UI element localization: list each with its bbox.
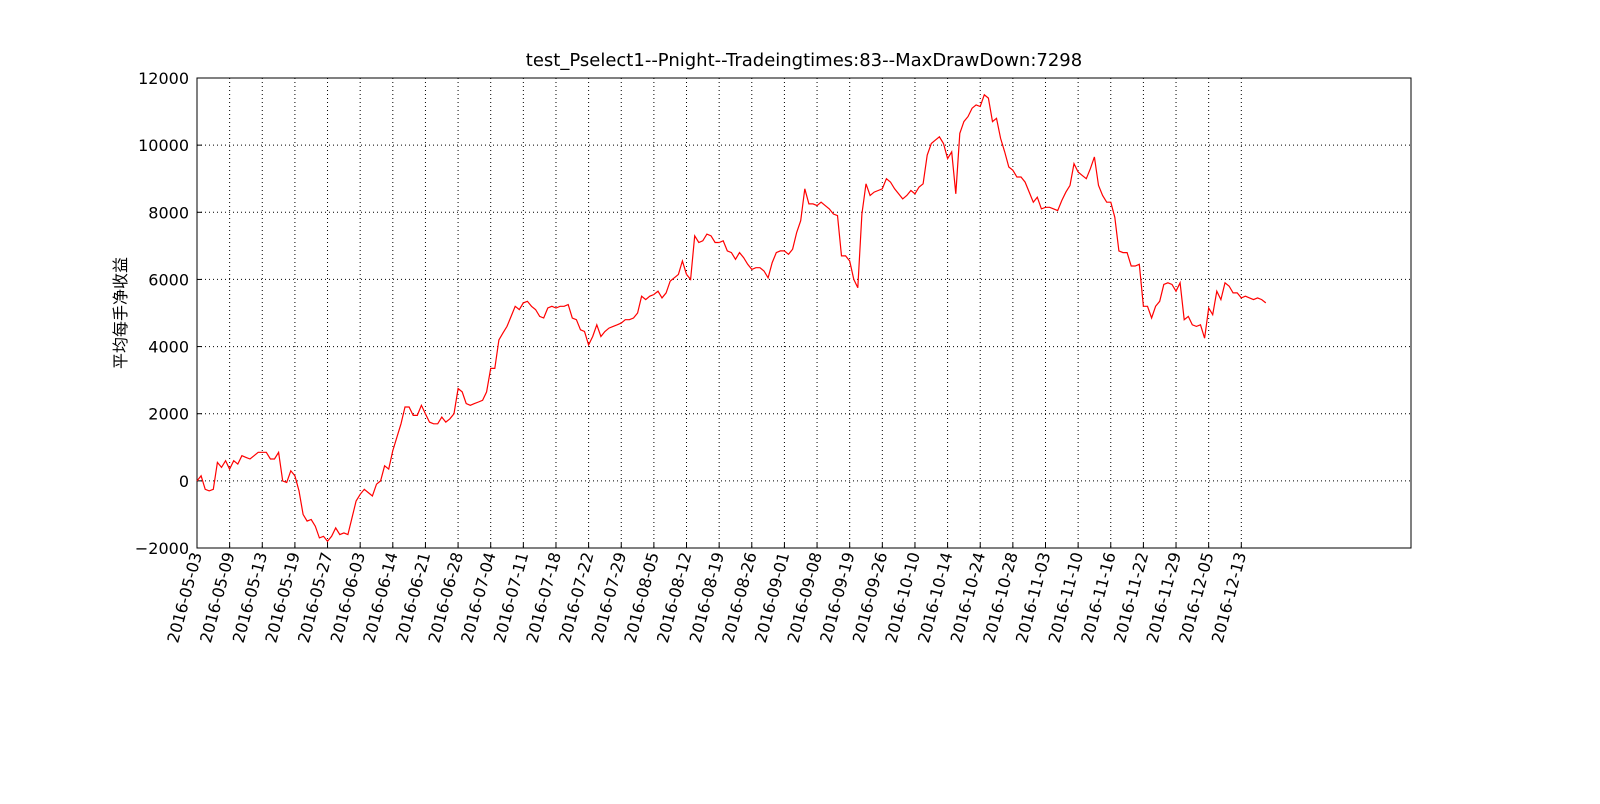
y-tick-label: −2000 bbox=[135, 539, 189, 558]
y-tick-label: 4000 bbox=[148, 338, 189, 357]
y-tick-label: 10000 bbox=[138, 136, 189, 155]
y-tick-label: 2000 bbox=[148, 405, 189, 424]
y-tick-label: 6000 bbox=[148, 270, 189, 289]
y-tick-label: 12000 bbox=[138, 69, 189, 88]
plot-frame bbox=[196, 77, 1412, 549]
y-axis-label: 平均每手净收益 bbox=[111, 257, 130, 369]
data-line bbox=[196, 93, 1267, 543]
y-tick-label: 0 bbox=[179, 472, 189, 491]
chart-title: test_Pselect1--Pnight--Tradeingtimes:83-… bbox=[526, 50, 1082, 71]
y-tick-label: 8000 bbox=[148, 203, 189, 222]
